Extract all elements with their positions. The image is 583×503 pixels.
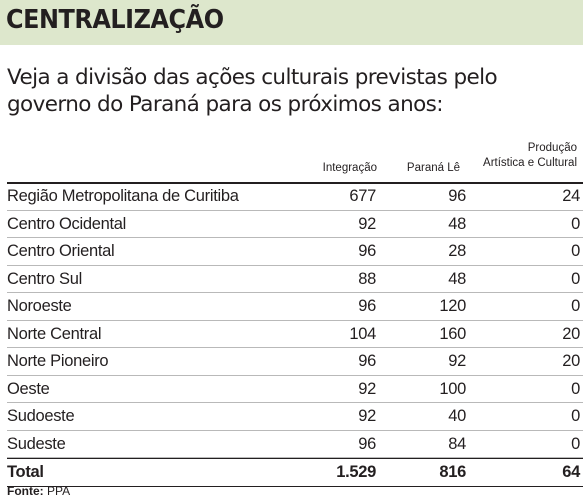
table-row: Norte Central 104 160 20 bbox=[7, 321, 583, 348]
header-rule bbox=[7, 182, 583, 184]
value-parana-le: 28 bbox=[448, 242, 466, 260]
region-name: Centro Oriental bbox=[7, 242, 115, 260]
value-producao: 0 bbox=[571, 297, 580, 315]
table-row: Norte Pioneiro 96 92 20 bbox=[7, 348, 583, 376]
value-integracao: 104 bbox=[349, 324, 376, 343]
region-name: Centro Ocidental bbox=[7, 214, 127, 233]
value-parana-le: 96 bbox=[448, 187, 466, 205]
region-name: Sudoeste bbox=[7, 407, 75, 425]
value-parana-le: 40 bbox=[448, 407, 466, 425]
value-parana-le: 120 bbox=[439, 297, 466, 315]
table-row: Região Metropolitana de Curitiba 677 96 24 bbox=[7, 183, 583, 211]
value-integracao: 88 bbox=[358, 269, 376, 288]
data-table: Região Metropolitana de Curitiba 677 96 24 C… bbox=[7, 183, 583, 487]
region-name: Noroeste bbox=[7, 297, 72, 315]
value-parana-le: 160 bbox=[439, 324, 466, 343]
value-integracao: 96 bbox=[358, 297, 376, 315]
value-integracao: 677 bbox=[349, 187, 376, 205]
value-producao: 0 bbox=[571, 242, 580, 260]
value-producao: 20 bbox=[562, 324, 580, 343]
region-name: Norte Pioneiro bbox=[7, 352, 109, 370]
table-row: Sudoeste 92 40 0 bbox=[7, 403, 583, 431]
value-producao: 0 bbox=[571, 407, 580, 425]
value-parana-le: 84 bbox=[448, 434, 466, 453]
value-integracao: 96 bbox=[358, 242, 376, 260]
page-title: CENTRALIZAÇÃO bbox=[6, 5, 224, 35]
table-row: Centro Ocidental 92 48 0 bbox=[7, 211, 583, 238]
table-row: Noroeste 96 120 0 bbox=[7, 293, 583, 321]
value-producao: 64 bbox=[562, 463, 580, 481]
table-row: Centro Sul 88 48 0 bbox=[7, 266, 583, 293]
source-value: PPA bbox=[47, 484, 71, 498]
value-integracao: 92 bbox=[358, 407, 376, 425]
column-header-producao-line2: Artística e Cultural bbox=[483, 157, 577, 169]
table-row-total: Total 1.529 816 64 bbox=[7, 458, 583, 487]
intro-text: Veja a divisão das ações culturais previ… bbox=[7, 65, 498, 117]
value-parana-le: 92 bbox=[448, 352, 466, 370]
region-name: Sudeste bbox=[7, 434, 66, 453]
table-row: Sudeste 96 84 0 bbox=[7, 431, 583, 458]
region-name: Oeste bbox=[7, 379, 50, 398]
table-row: Centro Oriental 96 28 0 bbox=[7, 238, 583, 266]
value-integracao: 96 bbox=[358, 434, 376, 453]
column-header-producao-line1: Produção bbox=[527, 142, 577, 154]
value-producao: 0 bbox=[571, 379, 580, 398]
value-integracao: 96 bbox=[358, 352, 376, 370]
source-label: Fonte: bbox=[7, 484, 44, 498]
value-integracao: 92 bbox=[358, 379, 376, 398]
table-row: Oeste 92 100 0 bbox=[7, 376, 583, 403]
value-producao: 20 bbox=[562, 352, 580, 370]
value-producao: 24 bbox=[562, 187, 580, 205]
value-producao: 0 bbox=[571, 269, 580, 288]
value-producao: 0 bbox=[571, 214, 580, 233]
region-name: Norte Central bbox=[7, 324, 102, 343]
value-parana-le: 48 bbox=[448, 269, 466, 288]
value-parana-le: 48 bbox=[448, 214, 466, 233]
region-name: Centro Sul bbox=[7, 269, 82, 288]
region-name: Total bbox=[7, 463, 44, 481]
header-band: CENTRALIZAÇÃO bbox=[0, 0, 583, 45]
value-parana-le: 100 bbox=[439, 379, 466, 398]
column-header-parana-le: Paraná Lê bbox=[406, 162, 460, 174]
value-integracao: 92 bbox=[358, 214, 376, 233]
value-producao: 0 bbox=[571, 434, 580, 453]
source-note: Fonte: PPA bbox=[7, 484, 70, 498]
region-name: Região Metropolitana de Curitiba bbox=[7, 187, 239, 205]
value-integracao: 1.529 bbox=[336, 463, 376, 481]
column-header-producao: Produção Artística e Cultural bbox=[483, 141, 577, 171]
column-header-integracao: Integração bbox=[322, 162, 377, 174]
value-parana-le: 816 bbox=[439, 463, 466, 481]
